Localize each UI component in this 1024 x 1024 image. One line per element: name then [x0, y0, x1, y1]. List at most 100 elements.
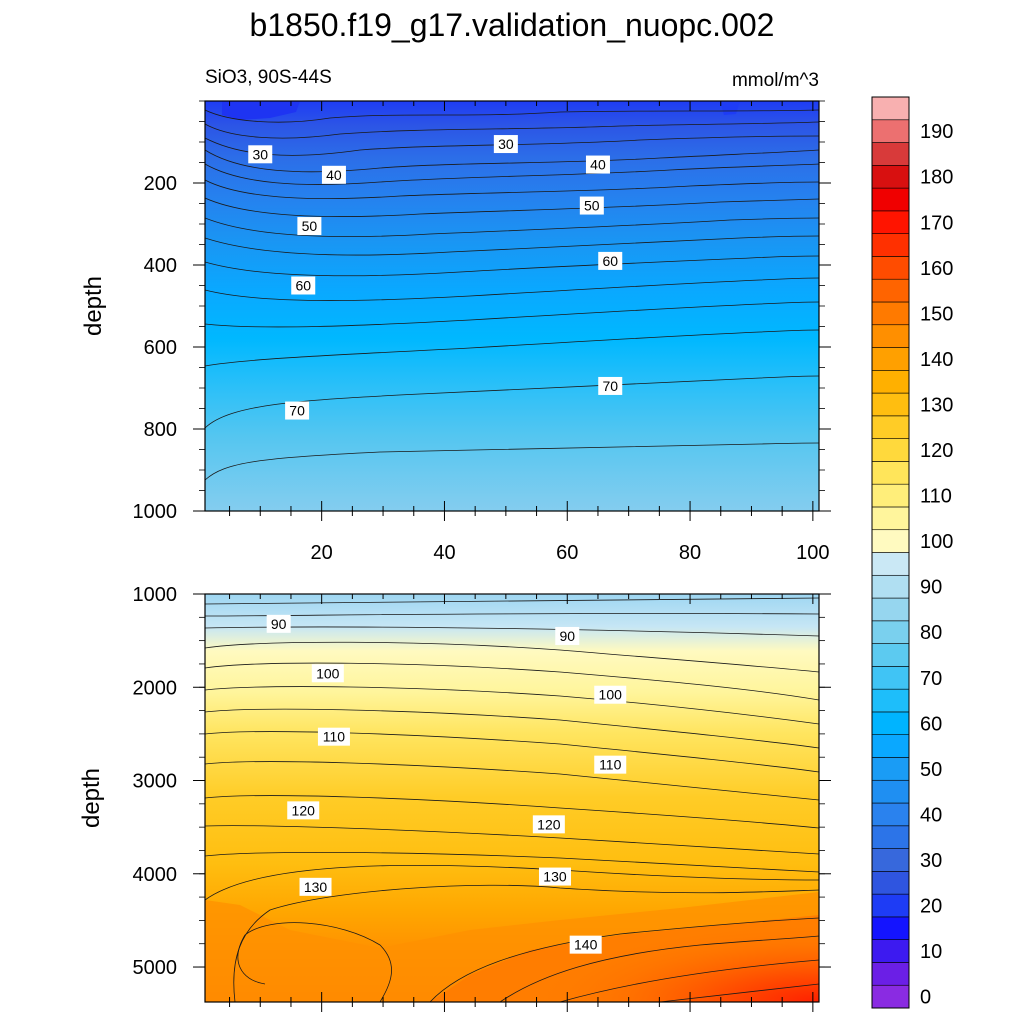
- colorbar-swatch: [871, 233, 910, 257]
- colorbar-tick-label: 110: [920, 486, 952, 508]
- x-tick-label: 20: [311, 542, 333, 564]
- contour-line: [205, 613, 819, 617]
- colorbar-tick-label: 180: [920, 167, 953, 189]
- colorbar-swatch: [871, 256, 910, 280]
- contour-line: [233, 884, 819, 1002]
- contour-line: [205, 329, 819, 367]
- colorbar-tick-label: 170: [920, 212, 953, 234]
- contour-label: 30: [498, 136, 514, 152]
- contour-line: [205, 708, 819, 749]
- contour-label: 50: [584, 198, 600, 214]
- upper-contour-labels: 30 30 40 40 50 50 60 60 70 70: [248, 135, 623, 420]
- x-tick-label: 100: [796, 542, 829, 564]
- contour-label-box: [266, 614, 291, 633]
- colorbar-tick-label: 10: [920, 941, 942, 963]
- contour-line: [205, 731, 819, 773]
- colorbar-tick-label: 190: [920, 121, 953, 143]
- contour-line: [237, 922, 392, 1002]
- y-tick-label: 2000: [133, 677, 178, 699]
- lower-panel: 1000 2000 3000 4000 5000 90 90 100 100 110 110 120…: [78, 584, 831, 1012]
- contour-line: [205, 149, 819, 173]
- contour-line: [205, 686, 819, 725]
- units-subtitle: mmol/m^3: [732, 70, 819, 91]
- contour-label-box: [299, 877, 332, 896]
- colorbar-swatch: [871, 688, 910, 713]
- colorbar-frame: [871, 96, 910, 1009]
- colorbar-swatch: [871, 392, 910, 417]
- colorbar-swatch: [871, 574, 910, 599]
- y-tick-label: 1000: [133, 584, 178, 606]
- colorbar-swatch: [871, 483, 910, 508]
- x-tick-label: 80: [679, 542, 701, 564]
- contour-label-box: [493, 135, 518, 154]
- y-tick-label: 600: [144, 337, 177, 359]
- colorbar-swatch: [871, 620, 910, 644]
- colorbar-swatch: [871, 916, 910, 940]
- colorbar-swatch: [871, 757, 910, 781]
- colorbar-swatch: [871, 848, 910, 872]
- contour-line: [205, 662, 819, 701]
- colorbar-swatch: [871, 210, 910, 234]
- contour-line: [205, 235, 819, 256]
- contour-label-box: [287, 801, 320, 820]
- contour-label-box: [538, 867, 571, 886]
- contour-label-box: [594, 685, 627, 704]
- colorbar-swatch: [871, 825, 910, 849]
- contour-label: 120: [537, 816, 561, 832]
- contour-label: 60: [295, 278, 311, 294]
- x-tick-label: 60: [556, 542, 578, 564]
- y-tick-label: 3000: [133, 771, 178, 793]
- colorbar-swatch: [871, 301, 910, 326]
- contour-label: 100: [316, 665, 340, 681]
- contour-label: 60: [602, 253, 618, 269]
- contour-label: 130: [304, 879, 328, 895]
- contour-label: 120: [292, 802, 316, 818]
- colorbar-swatch: [871, 939, 910, 963]
- contour-label-box: [598, 376, 623, 395]
- contour-line: [205, 163, 819, 185]
- colorbar-tick-label: 160: [920, 258, 953, 280]
- contour-line: [205, 641, 819, 673]
- contour-line: [205, 301, 819, 328]
- contour-label-box: [321, 165, 346, 184]
- contour-label: 30: [252, 146, 268, 162]
- contour-line: [205, 626, 819, 637]
- upper-contour-lines: [205, 109, 819, 481]
- colorbar-swatch: [871, 278, 910, 303]
- y-tick-label: 1000: [133, 501, 178, 523]
- upper-axis-ticks: 20 40 60 80 100 200 400 600 800 1000: [133, 100, 831, 564]
- colorbar-swatch: [871, 552, 910, 576]
- contour-label: 90: [559, 628, 575, 644]
- contour-label: 90: [271, 616, 287, 632]
- colorbar-tick-label: 50: [920, 759, 942, 781]
- lower-frame: [204, 593, 820, 1003]
- lower-hot-corner: [520, 920, 819, 1002]
- colorbar-tick-label: 100: [920, 531, 953, 553]
- upper-surface-patch: [222, 101, 300, 120]
- colorbar-tick-label: 20: [920, 896, 942, 918]
- colorbar-swatch: [871, 324, 910, 348]
- colorbar-swatch: [871, 802, 910, 827]
- colorbar-swatch: [871, 187, 910, 212]
- colorbar-swatch: [871, 643, 910, 667]
- colorbar-swatch: [871, 779, 910, 804]
- upper-plot-area: [205, 101, 819, 511]
- lower-y-axis-label: depth: [78, 768, 105, 828]
- contour-label-box: [579, 196, 604, 215]
- contour-line: [205, 761, 819, 801]
- contour-line: [205, 121, 819, 139]
- contour-label: 40: [590, 157, 606, 173]
- contour-label-box: [291, 276, 316, 295]
- contour-label: 100: [599, 687, 623, 703]
- contour-label: 70: [289, 403, 305, 419]
- colorbar-tick-label: 90: [920, 577, 942, 599]
- contour-label: 40: [326, 167, 342, 183]
- contour-line: [205, 825, 819, 855]
- contour-label: 130: [543, 869, 567, 885]
- contour-label-box: [598, 251, 623, 270]
- colorbar-swatch: [871, 711, 910, 735]
- colorbar-swatch: [871, 461, 910, 485]
- contour-line: [205, 197, 819, 217]
- figure-title: b1850.f19_g17.validation_nuopc.002: [250, 7, 775, 43]
- contour-line: [205, 255, 819, 277]
